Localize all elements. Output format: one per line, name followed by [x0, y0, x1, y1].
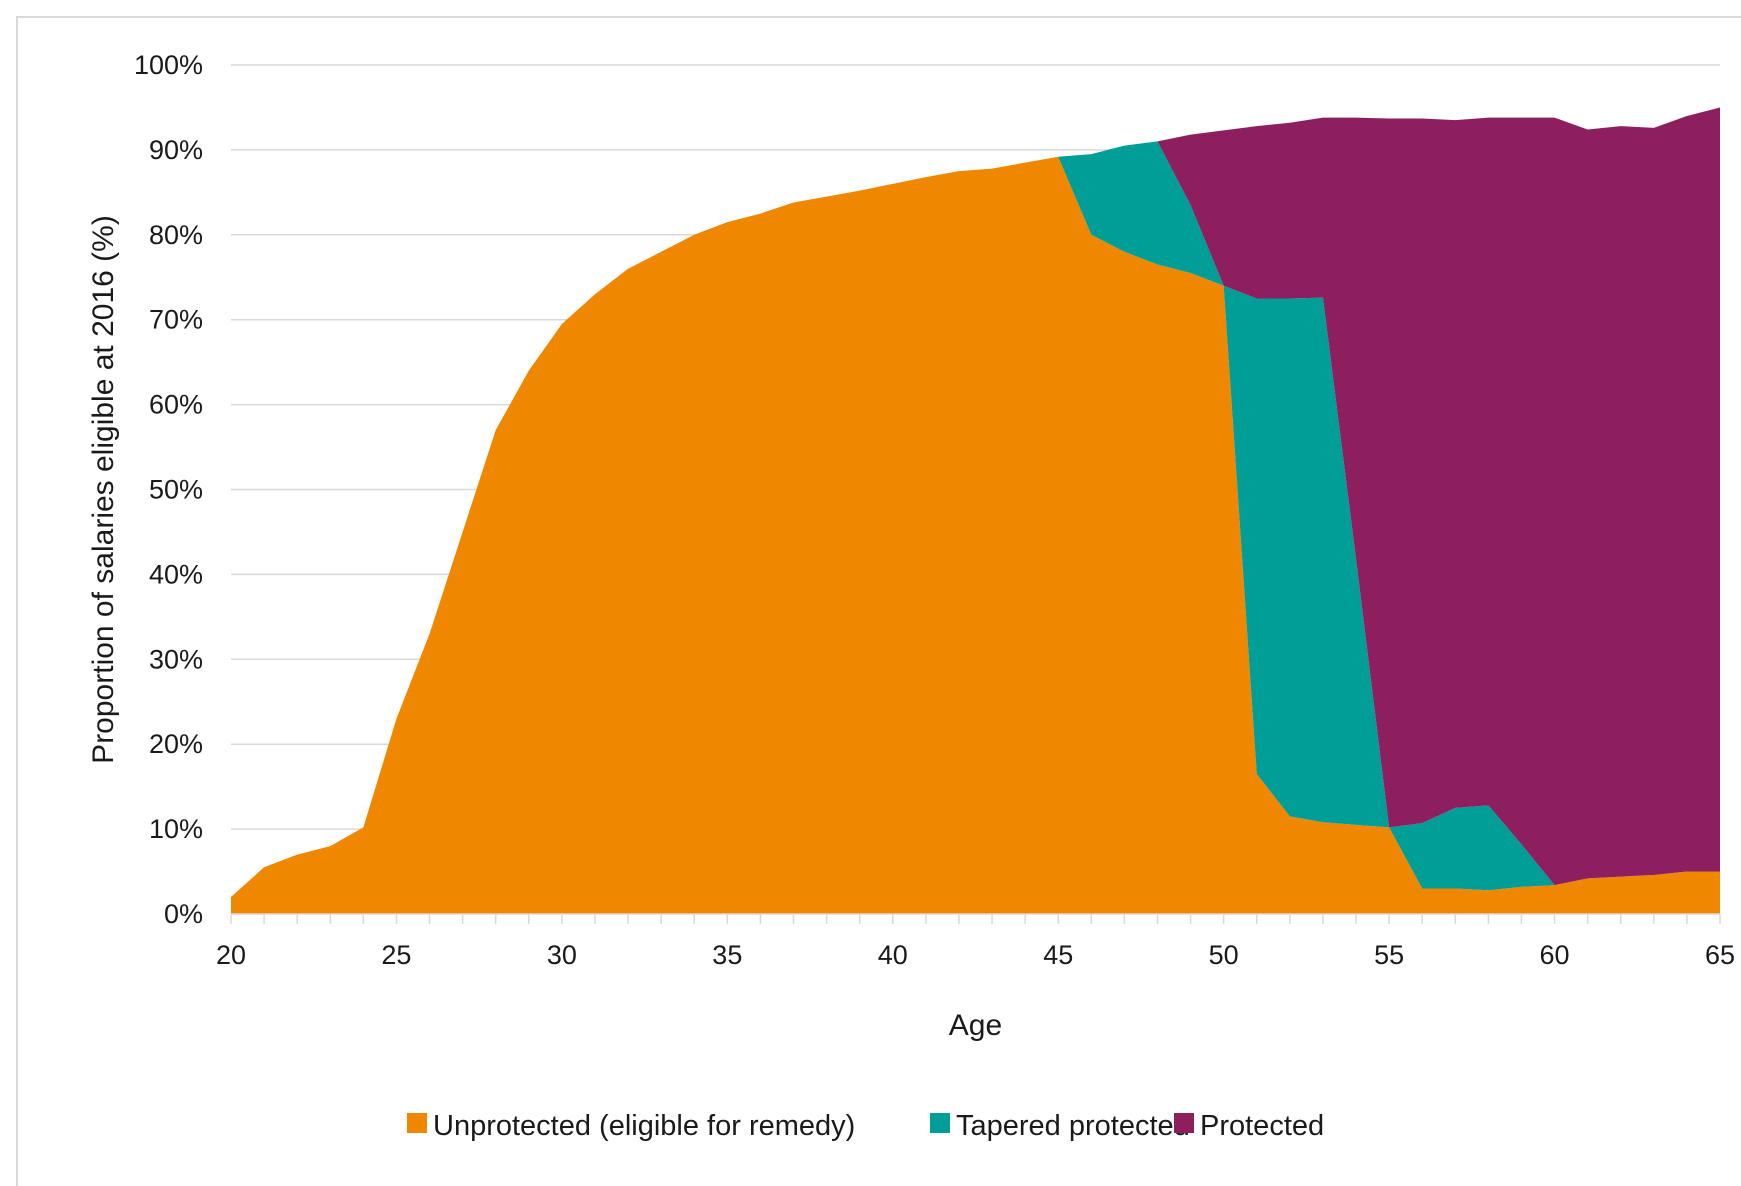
legend: Unprotected (eligible for remedy) Tapered… [407, 1110, 1324, 1142]
series-area-0 [231, 156, 1720, 914]
y-tick-label: 70% [149, 305, 203, 335]
y-tick-label: 10% [149, 814, 203, 844]
x-tick-label: 35 [712, 940, 742, 970]
y-tick-label: 20% [149, 729, 203, 759]
x-axis-title: Age [949, 1009, 1002, 1042]
legend-label-2: Protected [1200, 1110, 1324, 1142]
x-tick-label: 20 [216, 940, 246, 970]
y-tick-label: 50% [149, 475, 203, 505]
y-tick-label: 100% [134, 50, 203, 80]
x-tick-label: 50 [1209, 940, 1239, 970]
x-tick-label: 45 [1043, 940, 1073, 970]
legend-swatch-0 [407, 1113, 427, 1133]
legend-label-1: Tapered protected [956, 1110, 1190, 1142]
series-area-1 [231, 141, 1720, 898]
x-tick-label: 65 [1705, 940, 1735, 970]
y-tick-label: 0% [164, 899, 203, 929]
y-tick-label: 40% [149, 559, 203, 589]
legend-swatch-1 [930, 1113, 950, 1133]
legend-label-0: Unprotected (eligible for remedy) [433, 1110, 855, 1142]
x-tick-label: 55 [1374, 940, 1404, 970]
legend-swatch-2 [1174, 1113, 1194, 1133]
y-tick-label: 30% [149, 644, 203, 674]
x-tick-label: 25 [381, 940, 411, 970]
y-axis-title: Proportion of salaries eligible at 2016 … [87, 215, 120, 764]
y-tick-label: 80% [149, 220, 203, 250]
x-tick-label: 30 [547, 940, 577, 970]
stacked-areas [231, 107, 1720, 914]
y-tick-label: 90% [149, 135, 203, 165]
x-tick-label: 40 [878, 940, 908, 970]
y-tick-label: 60% [149, 390, 203, 420]
series-area-2 [231, 107, 1720, 898]
y-axis: 0% 10% 20% 30% 40% 50% 60% 70% 80% 90% 100% [134, 50, 203, 929]
x-axis: 20 25 30 35 40 45 50 55 60 65 [216, 913, 1735, 970]
x-tick-label: 60 [1540, 940, 1570, 970]
